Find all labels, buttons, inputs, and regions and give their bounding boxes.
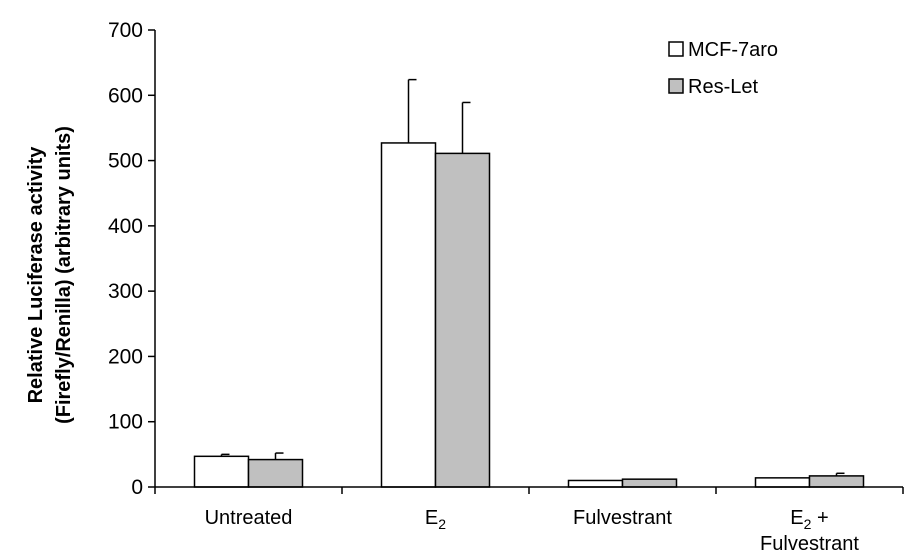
y-tick-label: 300 [108, 280, 143, 303]
x-category-label: E2 + [790, 507, 828, 532]
bar [193, 455, 250, 488]
legend-swatch [668, 78, 684, 94]
bar [434, 152, 491, 488]
y-axis-ticks: 0 100 200 300 400 500 600 700 [108, 19, 156, 499]
y-tick-label: 500 [108, 150, 143, 173]
bar [808, 475, 865, 488]
x-axis: Untreated E2 Fulvestrant E2 +Fulvestrant [154, 486, 904, 555]
y-tick-label: 200 [108, 345, 143, 368]
y-tick-label: 0 [131, 476, 143, 499]
legend-swatch [668, 41, 684, 57]
x-category-label: Untreated [205, 507, 293, 529]
legend-label: MCF-7aro [688, 39, 778, 61]
legend-label: Res-Let [688, 76, 758, 98]
y-tick-label: 100 [108, 411, 143, 434]
x-category-label: Fulvestrant [573, 507, 672, 529]
bar [380, 142, 437, 488]
y-axis-title: Relative Luciferase activity (Firefly/Re… [25, 126, 75, 424]
x-category-label: E2 [425, 507, 446, 532]
bar [247, 458, 304, 488]
legend: MCF-7aro Res-Let [668, 39, 778, 98]
bar [621, 478, 678, 488]
bar [567, 479, 624, 488]
bar [754, 477, 811, 488]
y-axis-title-line-1: Relative Luciferase activity [25, 146, 47, 404]
x-category-label: Fulvestrant [760, 533, 859, 555]
y-tick-label: 600 [108, 84, 143, 107]
y-axis-title-line-2: (Firefly/Renilla) (arbitrary units) [53, 126, 75, 424]
y-tick-label: 700 [108, 19, 143, 42]
bar-series [193, 78, 865, 488]
y-tick-label: 400 [108, 215, 143, 238]
